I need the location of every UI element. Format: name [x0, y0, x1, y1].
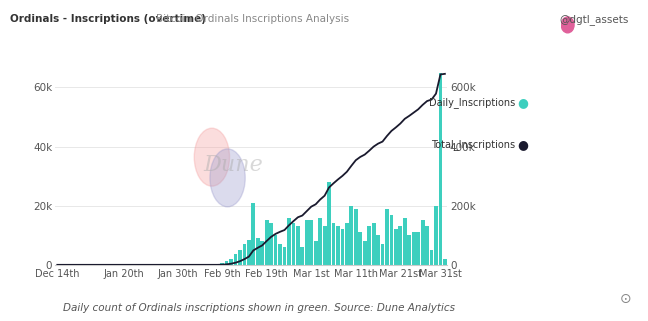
Bar	[296, 226, 300, 265]
Bar	[314, 241, 318, 265]
Bar	[430, 250, 434, 265]
Text: Bitcoin Ordinals Inscriptions Analysis: Bitcoin Ordinals Inscriptions Analysis	[156, 14, 349, 24]
Bar	[234, 255, 237, 265]
Bar	[412, 232, 415, 265]
Text: @dgtl_assets: @dgtl_assets	[559, 14, 629, 25]
Bar	[439, 73, 443, 265]
Bar	[443, 259, 446, 265]
Bar	[323, 226, 327, 265]
Bar	[283, 247, 286, 265]
Bar	[301, 247, 304, 265]
Bar	[292, 223, 295, 265]
Text: Daily count of Ordinals inscriptions shown in green. Source: Dune Analytics: Daily count of Ordinals inscriptions sho…	[64, 303, 455, 313]
Bar	[372, 223, 375, 265]
Text: ⊙: ⊙	[619, 291, 631, 306]
Text: ●: ●	[517, 96, 528, 109]
Bar	[242, 244, 246, 265]
Bar	[345, 223, 349, 265]
Bar	[238, 250, 242, 265]
Bar	[399, 226, 402, 265]
Bar	[260, 241, 264, 265]
Bar	[367, 226, 371, 265]
Bar	[394, 229, 398, 265]
Bar	[305, 221, 308, 265]
Bar	[408, 235, 411, 265]
Bar	[380, 244, 384, 265]
Text: Dune: Dune	[203, 154, 263, 177]
Bar	[349, 206, 353, 265]
Ellipse shape	[194, 128, 229, 186]
Bar	[376, 235, 380, 265]
Bar	[256, 238, 260, 265]
Bar	[318, 218, 322, 265]
Bar	[225, 261, 229, 265]
Bar	[354, 209, 358, 265]
Bar	[270, 223, 273, 265]
Bar	[336, 226, 340, 265]
Bar	[434, 206, 438, 265]
Text: Daily_Inscriptions: Daily_Inscriptions	[429, 97, 515, 108]
Bar	[341, 229, 344, 265]
Bar	[273, 235, 277, 265]
Bar	[265, 221, 268, 265]
Text: Total_Inscriptions: Total_Inscriptions	[431, 139, 515, 150]
Bar	[363, 241, 367, 265]
Bar	[358, 232, 362, 265]
Bar	[251, 203, 255, 265]
Text: Ordinals - Inscriptions (overtime): Ordinals - Inscriptions (overtime)	[10, 14, 205, 24]
Bar	[421, 221, 424, 265]
Bar	[309, 221, 313, 265]
Bar	[287, 218, 291, 265]
Bar	[229, 259, 233, 265]
Text: ●: ●	[517, 138, 528, 151]
Ellipse shape	[210, 149, 245, 207]
Bar	[416, 232, 420, 265]
Bar	[385, 209, 389, 265]
Bar	[332, 223, 336, 265]
Bar	[403, 218, 407, 265]
Bar	[389, 214, 393, 265]
Bar	[327, 182, 331, 265]
Bar	[278, 244, 282, 265]
Bar	[247, 240, 251, 265]
Bar	[220, 263, 224, 265]
Circle shape	[561, 17, 574, 33]
Bar	[425, 226, 429, 265]
